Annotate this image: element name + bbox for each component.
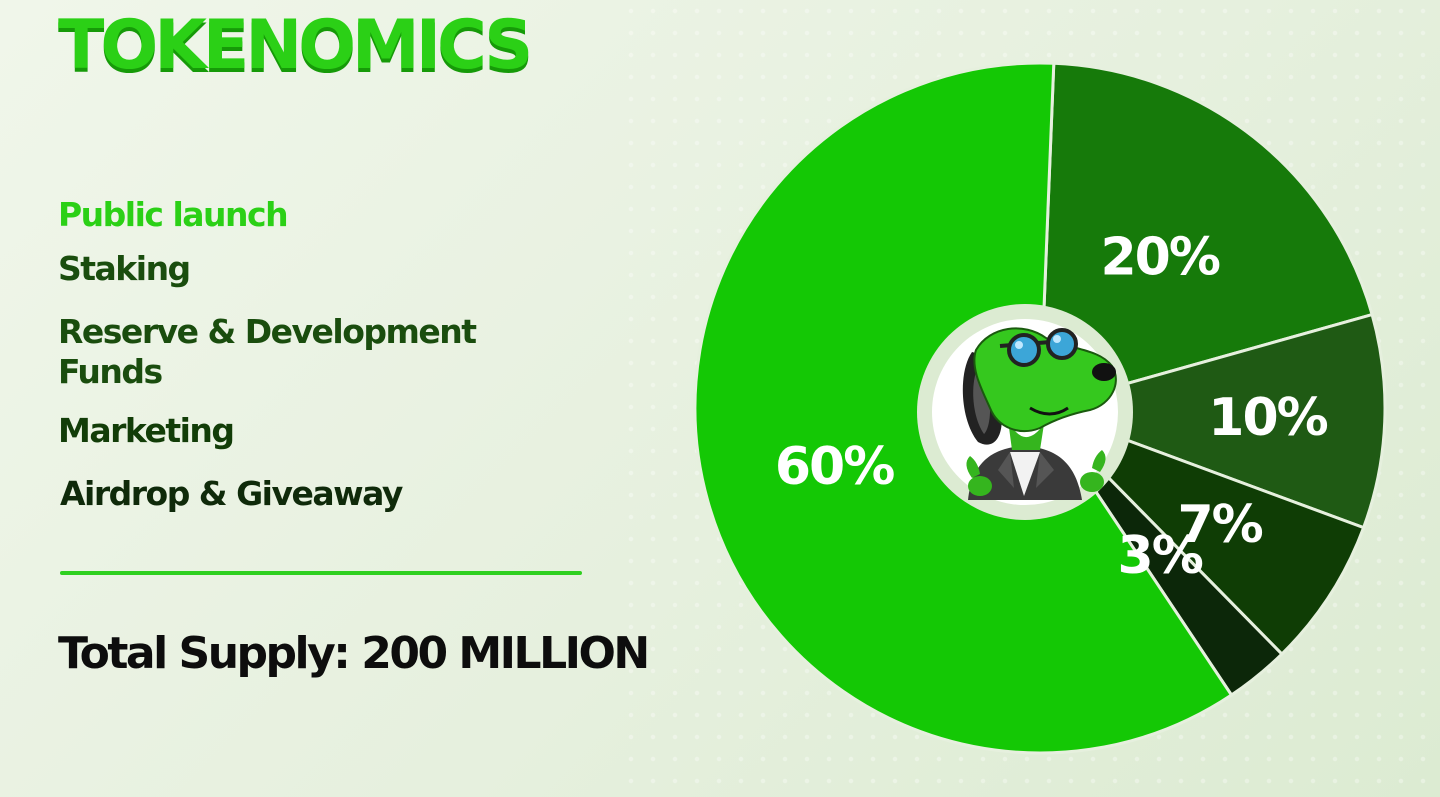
pie-slice-label-3: 3%	[1118, 526, 1203, 586]
legend-item-marketing: Marketing	[58, 411, 235, 450]
legend-item-public-launch: Public launch	[58, 195, 289, 234]
legend-item-staking: Staking	[58, 249, 191, 288]
pie-slice-label-20: 20%	[1100, 227, 1219, 287]
pie-slice-labels: 20% 10% 7%3% 60%	[775, 227, 1330, 586]
pie-slice-10	[1035, 312, 1387, 530]
center-badge	[917, 304, 1133, 520]
pie-slice-label-10: 10%	[1208, 388, 1327, 448]
pie-slice-label-7: 7%	[1177, 495, 1262, 555]
total-supply-text: Total Supply: 200 MILLION	[58, 628, 650, 679]
page-title: TOKENOMICS	[58, 6, 533, 85]
pie-slice-label-60: 60%	[775, 437, 894, 497]
pie-slice-7	[1038, 406, 1366, 657]
legend-item-reserve-development: Reserve & Development Funds	[58, 312, 477, 391]
dog-mascot-icon	[962, 327, 1117, 500]
legend-item-airdrop-giveaway: Airdrop & Giveaway	[60, 474, 403, 513]
pie-slice-20	[1038, 61, 1374, 411]
divider-line	[60, 571, 582, 575]
